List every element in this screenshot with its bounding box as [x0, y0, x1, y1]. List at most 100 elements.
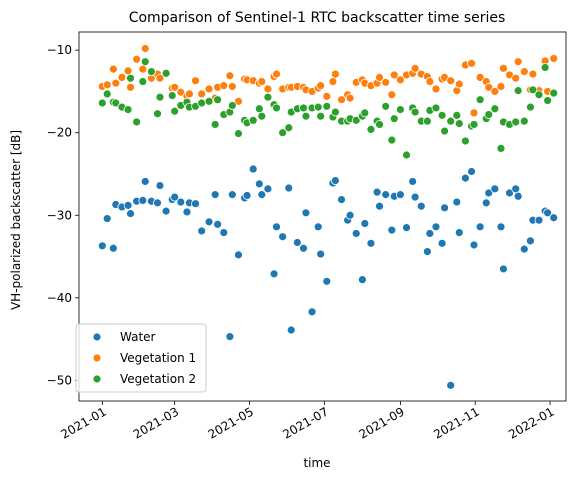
data-point — [140, 57, 150, 67]
data-point — [138, 77, 148, 86]
y-tick-label: −50 — [47, 373, 72, 387]
data-point — [408, 177, 418, 186]
data-point — [299, 103, 308, 113]
data-point — [184, 89, 194, 99]
data-point — [519, 244, 529, 254]
data-point — [425, 77, 435, 86]
data-point — [496, 222, 506, 232]
data-point — [263, 84, 273, 94]
data-point — [499, 264, 508, 274]
data-point — [170, 106, 180, 116]
data-point — [301, 208, 311, 218]
data-point — [513, 57, 523, 67]
data-point — [360, 108, 370, 118]
data-point — [225, 332, 235, 342]
data-point — [204, 96, 214, 106]
data-point — [170, 82, 180, 92]
data-point — [225, 71, 235, 81]
data-point — [467, 167, 476, 176]
data-point — [381, 190, 391, 200]
plot-area — [78, 31, 567, 402]
data-point — [395, 105, 405, 114]
data-point — [496, 143, 506, 153]
data-point — [316, 249, 326, 259]
data-point — [316, 81, 326, 91]
data-point — [328, 77, 338, 86]
data-point — [337, 95, 346, 105]
data-point — [191, 76, 200, 86]
data-point — [549, 54, 559, 63]
data-point — [301, 111, 311, 121]
data-point — [446, 76, 456, 86]
data-point — [461, 136, 470, 146]
data-point — [402, 223, 411, 233]
data-point — [431, 84, 441, 94]
data-point — [126, 209, 135, 219]
data-point — [102, 80, 112, 90]
x-tick-label: 2021-07 — [280, 404, 330, 441]
y-tick-label: −20 — [47, 126, 72, 140]
data-point — [496, 82, 506, 91]
data-point — [219, 228, 229, 238]
data-point — [140, 177, 150, 186]
data-point — [269, 269, 279, 279]
data-point — [176, 197, 186, 207]
data-point — [381, 77, 391, 87]
data-point — [254, 179, 264, 189]
data-point — [366, 125, 376, 134]
data-point — [389, 114, 399, 124]
data-point — [263, 92, 273, 102]
legend: Water Vegetation 1 Vegetation 2 — [75, 323, 207, 393]
x-axis-ticks: 2021-01 2021-03 2021-05 2021-07 2021-09 2021-… — [58, 401, 557, 442]
data-point — [422, 247, 432, 256]
data-point — [549, 213, 559, 223]
data-point — [402, 150, 411, 160]
data-point — [437, 238, 447, 248]
data-point — [534, 90, 544, 100]
data-point — [526, 236, 535, 246]
data-point — [475, 222, 485, 232]
data-point — [102, 214, 112, 223]
data-point — [519, 116, 529, 126]
data-point — [153, 198, 162, 208]
data-point — [138, 64, 148, 74]
data-point — [286, 325, 296, 335]
data-point — [528, 85, 538, 95]
data-point — [299, 243, 308, 253]
data-point — [351, 115, 361, 125]
data-point — [313, 102, 323, 112]
data-point — [234, 129, 243, 138]
data-point — [191, 199, 200, 209]
data-point — [387, 225, 397, 235]
data-point — [484, 110, 494, 119]
series-3 — [97, 57, 559, 160]
data-point — [440, 126, 449, 136]
data-point — [108, 64, 118, 74]
data-point — [322, 101, 332, 111]
data-point — [375, 120, 384, 129]
data-point — [469, 240, 479, 250]
data-point — [197, 89, 207, 99]
y-tick-label: −40 — [47, 291, 72, 305]
data-point — [234, 96, 243, 106]
x-tick-label: 2021-01 — [58, 404, 108, 441]
data-point — [213, 95, 223, 105]
data-point — [475, 95, 485, 105]
data-point — [511, 184, 521, 194]
data-point — [375, 201, 384, 211]
data-point — [278, 232, 288, 242]
data-point — [387, 135, 397, 145]
data-point — [511, 117, 521, 127]
data-point — [395, 190, 405, 200]
data-point — [123, 200, 133, 210]
data-point — [534, 215, 544, 225]
y-axis-label: VH-polarized backscatter [dB] — [9, 130, 23, 310]
data-point — [357, 275, 367, 285]
chart-title: Comparison of Sentinel-1 RTC backscatter… — [129, 10, 506, 26]
data-point — [213, 219, 223, 229]
data-point — [204, 217, 214, 227]
data-point — [543, 96, 552, 105]
x-tick-label: 2021-03 — [131, 404, 181, 441]
data-point — [242, 191, 252, 200]
data-point — [254, 104, 264, 114]
